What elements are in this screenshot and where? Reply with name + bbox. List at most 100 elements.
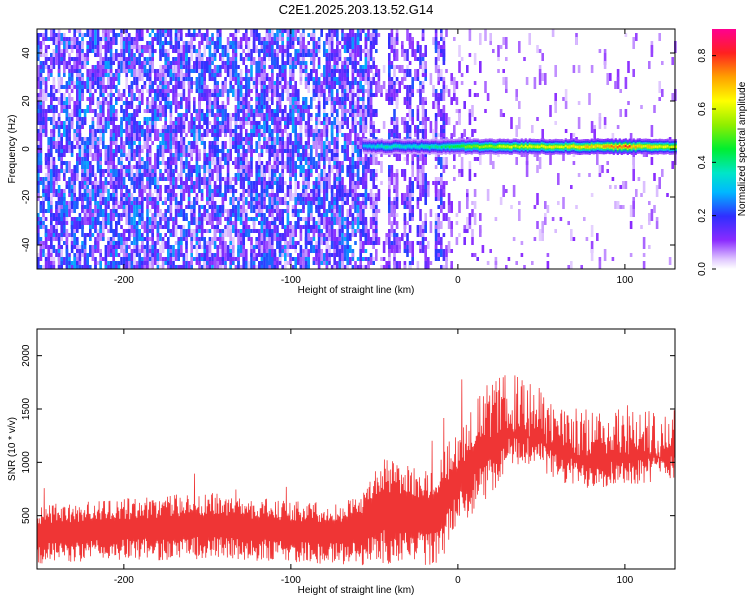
spectrogram-cell	[211, 145, 214, 149]
spectrogram-cell	[252, 189, 256, 193]
spectrogram-cell	[180, 37, 183, 41]
spectrogram-cell	[73, 45, 76, 49]
spectrogram-cell	[323, 217, 326, 229]
spectrogram-cell	[273, 41, 277, 45]
spectrogram-cell	[120, 153, 123, 157]
spectrogram-cell	[65, 237, 69, 245]
spectrogram-cell	[206, 129, 209, 137]
spectrogram-cell	[349, 133, 352, 145]
spectrogram-cell	[416, 149, 420, 161]
spectrogram-cell	[323, 93, 326, 105]
spectrogram-cell	[216, 165, 219, 173]
spectrogram-cell	[341, 233, 344, 237]
spectrogram-cell	[120, 137, 123, 145]
spectrogram-cell	[78, 141, 82, 145]
spectrogram-cell	[63, 53, 66, 57]
spectrogram-cell	[174, 137, 178, 141]
spectrogram-cell	[102, 197, 105, 205]
spectrogram-cell	[221, 153, 225, 161]
spectrogram-cell	[107, 93, 110, 97]
spectrogram-cell	[299, 117, 303, 129]
spectrogram-cell	[83, 237, 87, 245]
spectrogram-cell	[219, 265, 222, 269]
spectrogram-cell	[338, 81, 342, 85]
spectrogram-cell	[198, 181, 201, 193]
spectrogram-cell	[200, 257, 204, 261]
spectrogram-cell	[193, 125, 196, 129]
spectrogram-cell	[263, 165, 266, 177]
spectrogram-cell	[310, 113, 313, 117]
spectrogram-cell	[60, 233, 63, 237]
spectrogram-cell	[159, 177, 162, 181]
spectrogram-cell	[203, 173, 206, 177]
spectrogram-cell	[226, 117, 230, 129]
spectrogram-cell	[47, 145, 50, 149]
spectrogram-cell	[294, 181, 297, 193]
spectrogram-cell	[99, 109, 102, 113]
spectrogram-cell	[167, 81, 170, 93]
spectrogram-cell	[263, 105, 266, 109]
spectrogram-cell	[104, 265, 108, 269]
spectrogram-cell	[294, 105, 297, 109]
spectrogram-cell	[122, 209, 126, 213]
spectrogram-cell	[408, 241, 412, 253]
spectrogram-cell	[421, 153, 425, 161]
spectrogram-cell	[471, 237, 474, 245]
spectrogram-cell	[151, 193, 154, 197]
spectrogram-cell	[37, 45, 40, 57]
spectrogram-cell	[310, 37, 313, 41]
spectrogram-cell	[226, 61, 230, 65]
spectrogram-cell	[172, 217, 175, 221]
spectrogram-cell	[325, 181, 329, 193]
spectrogram-cell	[180, 253, 183, 257]
spectrogram-cell	[336, 217, 339, 225]
spectrogram-cell	[382, 265, 386, 269]
spectrogram-cell	[299, 265, 303, 269]
spectrogram-cell	[86, 41, 89, 45]
spectrogram-cell	[42, 249, 45, 253]
spectrogram-cell	[91, 65, 95, 77]
spectrogram-cell	[151, 177, 154, 185]
spectrogram-cell	[255, 85, 258, 89]
spectrogram-cell	[174, 97, 178, 105]
spectrogram-cell	[359, 241, 362, 253]
spectrogram-cell	[154, 173, 157, 177]
spectrogram-cell	[278, 261, 282, 265]
spectrogram-cell	[250, 161, 253, 169]
spectrogram-cell	[294, 249, 297, 253]
spectrogram-cell	[133, 197, 136, 201]
spectrogram-cell	[346, 193, 349, 197]
spectrogram-cell	[395, 197, 399, 201]
spectrogram-cell	[421, 97, 425, 109]
spectrogram-cell	[419, 129, 422, 133]
spectrogram-cell	[338, 221, 342, 233]
spectrogram-cell	[216, 125, 219, 137]
spectrogram-cell	[55, 53, 58, 65]
spectrogram-cell	[247, 201, 251, 209]
spectrogram-cell	[44, 217, 48, 221]
spectrogram-cell	[333, 81, 336, 89]
spectrogram-cell	[341, 225, 344, 233]
spectrogram-cell	[315, 105, 318, 109]
spectrogram-cell	[354, 53, 357, 65]
spectrogram-cell	[317, 117, 321, 125]
spectrogram-cell	[328, 93, 331, 97]
spectrogram-cell	[349, 193, 352, 197]
spectrogram-cell	[289, 29, 292, 41]
spectrogram-cell	[169, 205, 173, 213]
spectrogram-cell	[346, 201, 349, 205]
spectrogram-cell	[193, 257, 196, 261]
spectrogram-cell	[73, 245, 76, 249]
spectrogram-cell	[406, 185, 409, 197]
spectrogram-cell	[442, 89, 446, 93]
spectrogram-cell	[395, 81, 399, 85]
spectrogram-cell	[304, 65, 308, 69]
spectrogram-cell	[164, 189, 167, 193]
spectrogram-cell	[221, 237, 225, 241]
spectrogram-cell	[304, 265, 308, 269]
spectrogram-cell	[414, 49, 417, 61]
spectrogram-cell	[416, 129, 420, 141]
spectrogram-cell	[250, 173, 253, 177]
spectrogram-cell	[471, 209, 474, 217]
spectrogram-cell	[83, 153, 87, 157]
